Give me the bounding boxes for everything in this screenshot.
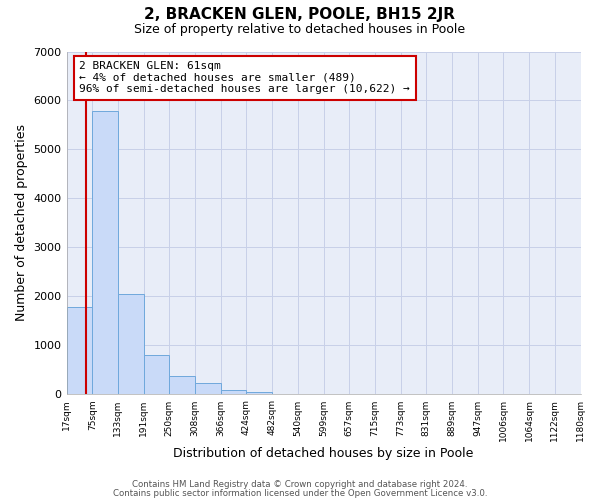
Bar bbox=[92, 112, 118, 395]
Bar bbox=[67, 307, 92, 394]
Bar bbox=[221, 390, 247, 394]
Y-axis label: Number of detached properties: Number of detached properties bbox=[15, 124, 28, 322]
Text: Contains public sector information licensed under the Open Government Licence v3: Contains public sector information licen… bbox=[113, 489, 487, 498]
Text: Contains HM Land Registry data © Crown copyright and database right 2024.: Contains HM Land Registry data © Crown c… bbox=[132, 480, 468, 489]
Text: Size of property relative to detached houses in Poole: Size of property relative to detached ho… bbox=[134, 22, 466, 36]
Text: 2, BRACKEN GLEN, POOLE, BH15 2JR: 2, BRACKEN GLEN, POOLE, BH15 2JR bbox=[145, 8, 455, 22]
Bar bbox=[143, 356, 169, 395]
Bar bbox=[247, 392, 272, 394]
X-axis label: Distribution of detached houses by size in Poole: Distribution of detached houses by size … bbox=[173, 447, 474, 460]
Bar bbox=[169, 376, 195, 394]
Text: 2 BRACKEN GLEN: 61sqm
← 4% of detached houses are smaller (489)
96% of semi-deta: 2 BRACKEN GLEN: 61sqm ← 4% of detached h… bbox=[79, 62, 410, 94]
Bar bbox=[118, 294, 143, 394]
Bar bbox=[195, 383, 221, 394]
